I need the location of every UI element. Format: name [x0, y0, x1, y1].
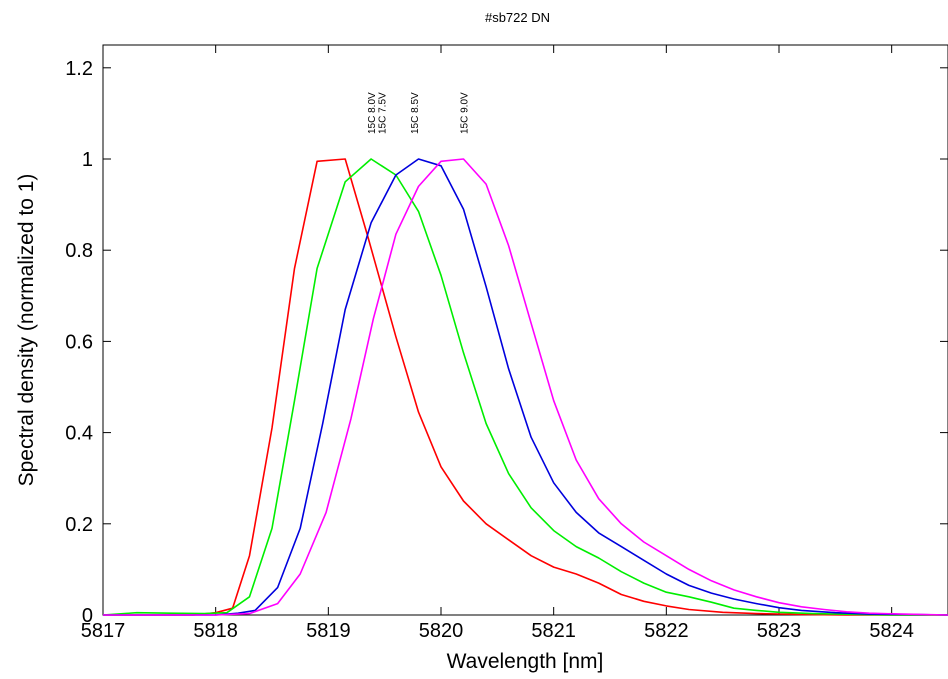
x-tick-label: 5823	[757, 620, 802, 642]
series-layer	[102, 158, 948, 616]
axis-ticks	[102, 45, 948, 616]
y-tick-label: 0.4	[65, 423, 93, 445]
y-tick-label: 1.2	[65, 58, 93, 80]
series-annotation: 15C 8.5V	[410, 92, 421, 134]
y-tick-labels: 0 0.2 0.4 0.6 0.8 1 1.2	[65, 58, 93, 627]
series-line-2	[103, 158, 948, 616]
plot-area-frame	[102, 44, 948, 616]
y-tick-label: 0.6	[65, 331, 93, 353]
x-tick-label: 5822	[644, 620, 689, 642]
x-tick-label: 5818	[193, 620, 238, 642]
x-axis-label: Wavelength [nm]	[447, 650, 604, 673]
series-annotation: 15C 8.0V	[367, 92, 378, 134]
y-tick-label: 0.8	[65, 240, 93, 262]
y-tick-label: 0	[82, 605, 93, 627]
series-line-0	[103, 158, 948, 616]
x-tick-label: 5824	[869, 620, 914, 642]
x-tick-label: 5820	[419, 620, 464, 642]
x-tick-labels: 5817 5818 5819 5820 5821 5822 5823 5824	[81, 620, 914, 642]
y-tick-label: 1	[82, 149, 93, 171]
series-annotation: 15C 9.0V	[460, 92, 471, 134]
chart-title: #sb722 DN	[484, 10, 551, 25]
y-tick-label: 0.2	[65, 514, 93, 536]
y-axis-label: Spectral density (normalized to 1)	[15, 174, 38, 487]
series-line-3	[103, 158, 948, 616]
series-annotation: 15C 7.5V	[377, 92, 388, 134]
series-line-1	[102, 158, 948, 616]
x-tick-label: 5817	[81, 620, 126, 642]
x-tick-label: 5819	[306, 620, 351, 642]
x-tick-label: 5821	[531, 620, 576, 642]
